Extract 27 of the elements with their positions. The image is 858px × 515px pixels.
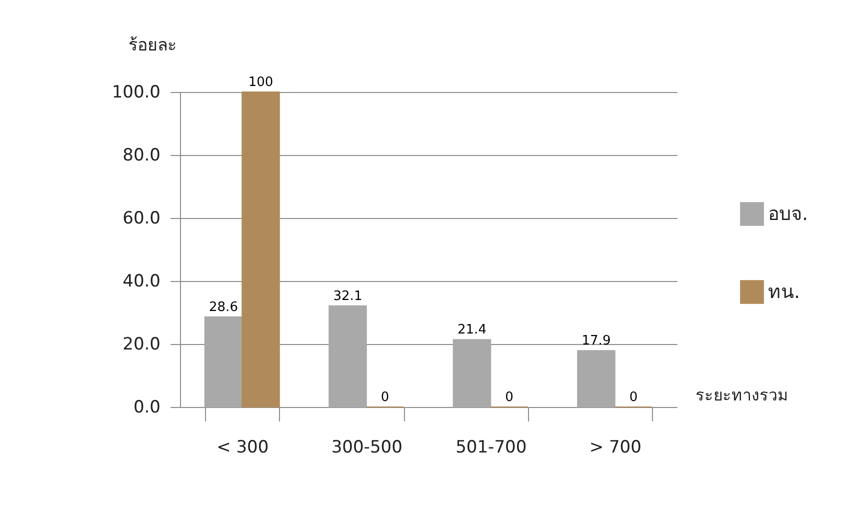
bar [242, 92, 280, 408]
legend-label: ทน. [768, 281, 800, 303]
bar [204, 316, 243, 408]
data-label: 100 [248, 75, 274, 90]
data-label: 32.1 [333, 288, 362, 304]
y-tick-label: 20.0 [122, 334, 160, 354]
x-tick-label: > 700 [589, 438, 642, 458]
data-label: 0 [629, 390, 638, 405]
y-tick-label: 100.0 [112, 82, 160, 102]
x-tick-label: 501-700 [456, 438, 527, 458]
y-axis-title: ร้อยละ [128, 36, 176, 56]
y-tick-label: 60.0 [122, 208, 160, 228]
y-tick-label: 0.0 [133, 398, 160, 418]
data-label: 28.6 [209, 300, 238, 315]
data-label: 21.4 [458, 322, 486, 338]
x-tick-label: 300-500 [331, 438, 402, 458]
bar [452, 339, 492, 408]
data-label: 0 [505, 390, 514, 405]
data-label: 0 [380, 390, 390, 405]
x-tick-label: < 300 [216, 438, 269, 458]
y-tick-label: 40.0 [122, 272, 160, 292]
x-axis-title: ระยะทางรวม [696, 386, 788, 404]
bar [328, 305, 367, 408]
y-tick-label: 80.0 [122, 146, 160, 166]
bar [577, 350, 616, 408]
data-label: 17.9 [582, 334, 611, 349]
legend-label: อบจ. [768, 203, 808, 225]
